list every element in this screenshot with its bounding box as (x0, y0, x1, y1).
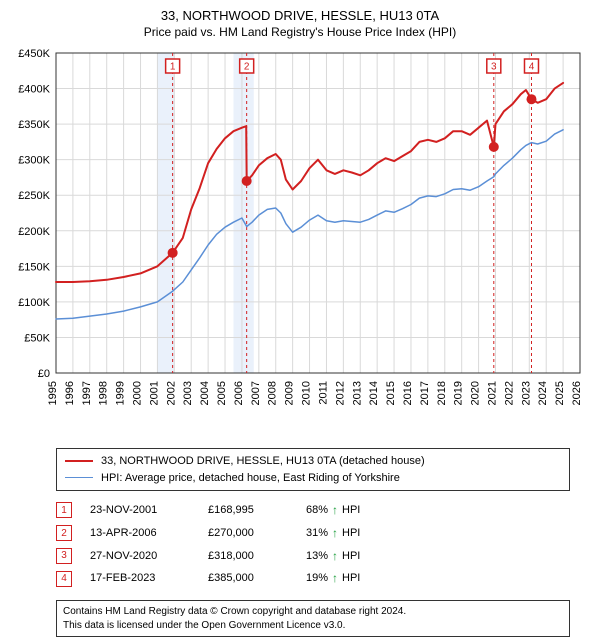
title-block: 33, NORTHWOOD DRIVE, HESSLE, HU13 0TA Pr… (0, 0, 600, 43)
event-delta-pct: 31% (306, 523, 328, 544)
svg-text:2024: 2024 (537, 381, 549, 405)
svg-text:£200K: £200K (18, 226, 50, 238)
price-chart-svg: £0 £50K £100K £150K £200K £250K £300K £350K £400… (0, 43, 600, 439)
event-delta-pct: 13% (306, 546, 328, 567)
svg-text:2020: 2020 (470, 381, 482, 405)
svg-text:2022: 2022 (503, 381, 515, 405)
event-price: £318,000 (208, 546, 288, 567)
event-badge: 1 (56, 502, 72, 518)
svg-text:3: 3 (491, 62, 497, 73)
svg-text:2013: 2013 (351, 381, 363, 405)
svg-text:2005: 2005 (216, 381, 228, 405)
svg-text:2000: 2000 (132, 381, 144, 405)
event-date: 13-APR-2006 (90, 523, 190, 544)
legend-row: HPI: Average price, detached house, East… (65, 470, 561, 487)
svg-text:2012: 2012 (334, 381, 346, 405)
svg-text:2010: 2010 (301, 381, 313, 405)
svg-text:1998: 1998 (98, 381, 110, 405)
svg-text:£300K: £300K (18, 155, 50, 167)
svg-text:2002: 2002 (165, 381, 177, 405)
title-address: 33, NORTHWOOD DRIVE, HESSLE, HU13 0TA (10, 8, 590, 23)
legend: 33, NORTHWOOD DRIVE, HESSLE, HU13 0TA (d… (56, 448, 570, 491)
event-delta-suffix: HPI (342, 568, 360, 589)
event-row: 1 23-NOV-2001 £168,995 68%↑HPI (56, 499, 570, 522)
svg-text:2: 2 (244, 62, 250, 73)
svg-text:2021: 2021 (486, 381, 498, 405)
legend-label: HPI: Average price, detached house, East… (101, 470, 400, 487)
price-chart: £0 £50K £100K £150K £200K £250K £300K £350K £400… (0, 43, 600, 442)
event-delta-suffix: HPI (342, 500, 360, 521)
sale-events-table: 123-NOV-2001£168,99568%↑HPI213-APR-2006£… (56, 499, 570, 590)
svg-text:£150K: £150K (18, 261, 50, 273)
svg-text:4: 4 (529, 62, 535, 73)
svg-text:1: 1 (170, 62, 176, 73)
svg-text:£250K: £250K (18, 190, 50, 202)
arrow-up-icon: ↑ (332, 499, 338, 522)
svg-text:2004: 2004 (199, 381, 211, 405)
legend-label: 33, NORTHWOOD DRIVE, HESSLE, HU13 0TA (d… (101, 453, 425, 470)
footer-attribution: Contains HM Land Registry data © Crown c… (56, 600, 570, 637)
svg-text:2017: 2017 (419, 381, 431, 405)
event-delta: 19%↑HPI (306, 567, 360, 590)
legend-swatch (65, 477, 93, 478)
svg-text:2026: 2026 (571, 381, 583, 405)
title-subtitle: Price paid vs. HM Land Registry's House … (10, 25, 590, 39)
legend-row: 33, NORTHWOOD DRIVE, HESSLE, HU13 0TA (d… (65, 453, 561, 470)
event-date: 23-NOV-2001 (90, 500, 190, 521)
event-delta: 31%↑HPI (306, 522, 360, 545)
svg-text:2011: 2011 (317, 381, 329, 405)
svg-text:£0: £0 (38, 368, 50, 380)
event-row: 4 17-FEB-2023 £385,000 19%↑HPI (56, 567, 570, 590)
svg-text:2025: 2025 (554, 381, 566, 405)
svg-text:2009: 2009 (284, 381, 296, 405)
svg-text:2008: 2008 (267, 381, 279, 405)
svg-text:2018: 2018 (436, 381, 448, 405)
event-badge: 2 (56, 525, 72, 541)
svg-text:£350K: £350K (18, 119, 50, 131)
event-date: 17-FEB-2023 (90, 568, 190, 589)
event-badge: 3 (56, 548, 72, 564)
event-delta-pct: 68% (306, 500, 328, 521)
event-price: £385,000 (208, 568, 288, 589)
event-price: £168,995 (208, 500, 288, 521)
svg-text:2006: 2006 (233, 381, 245, 405)
footer-line1: Contains HM Land Registry data © Crown c… (63, 605, 563, 619)
arrow-up-icon: ↑ (332, 567, 338, 590)
event-row: 3 27-NOV-2020 £318,000 13%↑HPI (56, 545, 570, 568)
arrow-up-icon: ↑ (332, 522, 338, 545)
event-delta-suffix: HPI (342, 546, 360, 567)
event-price: £270,000 (208, 523, 288, 544)
arrow-up-icon: ↑ (332, 545, 338, 568)
event-badge: 4 (56, 571, 72, 587)
svg-text:2016: 2016 (402, 381, 414, 405)
svg-text:£450K: £450K (18, 48, 50, 60)
svg-text:1996: 1996 (64, 381, 76, 405)
svg-text:2007: 2007 (250, 381, 262, 405)
event-delta: 13%↑HPI (306, 545, 360, 568)
svg-text:2015: 2015 (385, 381, 397, 405)
svg-text:1997: 1997 (81, 381, 93, 405)
legend-swatch (65, 460, 93, 462)
event-delta-suffix: HPI (342, 523, 360, 544)
svg-text:£50K: £50K (24, 332, 50, 344)
svg-text:1995: 1995 (47, 381, 59, 405)
svg-text:2019: 2019 (453, 381, 465, 405)
svg-text:1999: 1999 (115, 381, 127, 405)
event-delta: 68%↑HPI (306, 499, 360, 522)
svg-text:2023: 2023 (520, 381, 532, 405)
svg-text:£100K: £100K (18, 297, 50, 309)
event-date: 27-NOV-2020 (90, 546, 190, 567)
svg-text:2014: 2014 (368, 381, 380, 405)
event-row: 2 13-APR-2006 £270,000 31%↑HPI (56, 522, 570, 545)
svg-text:2001: 2001 (148, 381, 160, 405)
root: 33, NORTHWOOD DRIVE, HESSLE, HU13 0TA Pr… (0, 0, 600, 620)
svg-text:£400K: £400K (18, 84, 50, 96)
footer-line2: This data is licensed under the Open Gov… (63, 619, 563, 633)
svg-text:2003: 2003 (182, 381, 194, 405)
event-delta-pct: 19% (306, 568, 328, 589)
